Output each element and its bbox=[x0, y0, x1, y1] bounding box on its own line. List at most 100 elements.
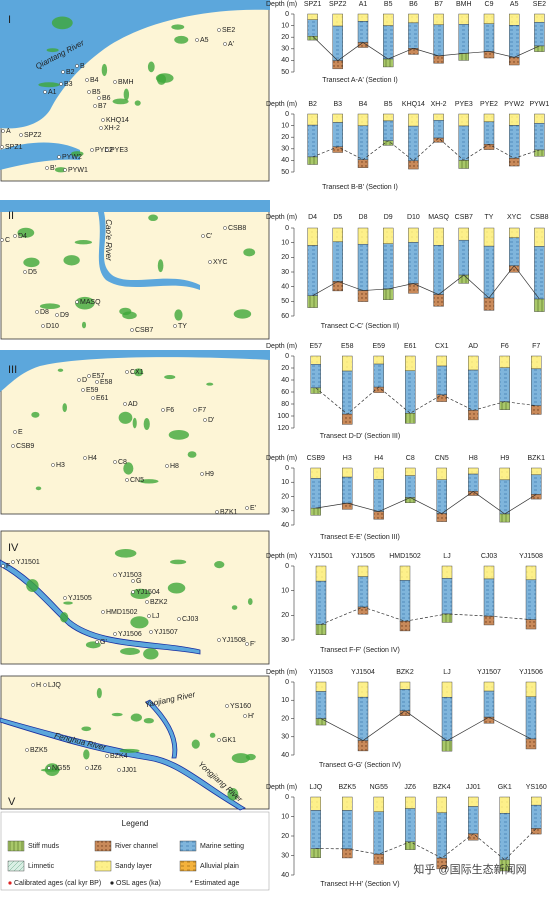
base-layer bbox=[441, 740, 453, 752]
column-name: BZK4 bbox=[433, 784, 451, 791]
vegetation bbox=[51, 16, 73, 30]
site-marker bbox=[125, 370, 129, 374]
site-label: YS160 bbox=[230, 703, 251, 710]
sandy-layer bbox=[436, 796, 447, 814]
site-marker bbox=[81, 388, 85, 392]
vegetation bbox=[139, 479, 159, 484]
site-marker bbox=[57, 155, 61, 159]
tick-label: 0 bbox=[285, 465, 289, 472]
vegetation bbox=[39, 303, 61, 310]
column-name: H8 bbox=[469, 455, 478, 462]
marine-layer bbox=[399, 580, 411, 622]
site-marker bbox=[85, 78, 89, 82]
site-marker bbox=[0, 145, 4, 149]
site-marker bbox=[101, 610, 105, 614]
site-marker bbox=[117, 768, 121, 772]
column-name: B4 bbox=[359, 101, 368, 108]
section-number: III bbox=[8, 364, 17, 376]
depth-label: Depth (m) bbox=[266, 669, 297, 676]
site-label: PYW1 bbox=[68, 167, 88, 174]
sandy-layer bbox=[310, 467, 321, 479]
site-label: CX1 bbox=[130, 369, 144, 376]
vegetation bbox=[123, 88, 130, 101]
sandy-layer bbox=[531, 467, 542, 476]
site-label: B4 bbox=[90, 77, 99, 84]
vegetation bbox=[130, 588, 151, 599]
tick-label: 60 bbox=[281, 313, 289, 320]
column-name: YJ1501 bbox=[309, 553, 333, 560]
base-layer bbox=[531, 828, 542, 835]
column-name: CSB8 bbox=[530, 214, 548, 221]
site-label: BZK2 bbox=[150, 599, 168, 606]
legend-label: Alluvial plain bbox=[200, 863, 239, 870]
site-marker bbox=[91, 396, 95, 400]
vegetation bbox=[167, 582, 186, 594]
sandy-layer bbox=[399, 565, 411, 581]
site-marker bbox=[59, 82, 63, 86]
marine-layer bbox=[357, 21, 369, 43]
site-label: YJ1501 bbox=[16, 559, 40, 566]
base-layer bbox=[483, 716, 495, 724]
sandy-layer bbox=[399, 681, 411, 690]
base-layer bbox=[399, 620, 411, 632]
tick-label: 10 bbox=[281, 697, 289, 704]
tick-label: 0 bbox=[285, 225, 289, 232]
base-layer bbox=[342, 413, 353, 425]
tick-label: 0 bbox=[285, 111, 289, 118]
site-marker bbox=[77, 378, 81, 382]
site-marker bbox=[87, 90, 91, 94]
water bbox=[0, 699, 246, 811]
legend-label: Stiff muds bbox=[28, 843, 59, 850]
base-layer bbox=[357, 159, 369, 168]
sandy-layer bbox=[468, 467, 479, 475]
tick-label: 20 bbox=[281, 134, 289, 141]
marine-layer bbox=[342, 370, 353, 415]
marine-layer bbox=[483, 23, 495, 52]
note-marker bbox=[110, 881, 114, 885]
tick-label: 20 bbox=[281, 254, 289, 261]
sandy-layer bbox=[436, 467, 447, 480]
base-layer bbox=[458, 274, 469, 284]
tick-label: 40 bbox=[281, 522, 289, 529]
marine-layer bbox=[436, 812, 447, 859]
vegetation bbox=[63, 601, 73, 605]
tick-label: 30 bbox=[281, 146, 289, 153]
sandy-layer bbox=[534, 113, 545, 124]
column-name: HMD1502 bbox=[389, 553, 421, 560]
marine-layer bbox=[373, 479, 384, 512]
site-marker bbox=[25, 748, 29, 752]
depth-label: Depth (m) bbox=[266, 784, 297, 791]
vegetation bbox=[155, 73, 174, 83]
marine-layer bbox=[373, 363, 384, 388]
sandy-layer bbox=[534, 13, 545, 23]
column-name: PYW1 bbox=[529, 101, 549, 108]
vegetation bbox=[143, 648, 159, 660]
sandy-layer bbox=[468, 355, 479, 371]
marine-layer bbox=[534, 246, 545, 300]
site-label: TY bbox=[178, 323, 187, 330]
column-name: LJQ bbox=[309, 784, 322, 791]
column-name: B3 bbox=[334, 101, 343, 108]
marine-layer bbox=[499, 367, 510, 402]
tick-label: 30 bbox=[281, 852, 289, 859]
site-marker bbox=[35, 310, 39, 314]
vegetation bbox=[74, 240, 93, 245]
sandy-layer bbox=[499, 467, 510, 481]
site-marker bbox=[113, 573, 117, 577]
transect-title: Transect G-G' (Section IV) bbox=[319, 762, 401, 769]
depth-label: Depth (m) bbox=[266, 1, 297, 8]
column-name: D4 bbox=[308, 214, 317, 221]
site-label: XYC bbox=[213, 259, 227, 266]
site-marker bbox=[75, 64, 79, 68]
sandy-layer bbox=[525, 565, 537, 581]
site-label: A bbox=[6, 128, 11, 135]
base-layer bbox=[509, 158, 520, 167]
base-layer bbox=[458, 53, 469, 61]
site-label: CSB9 bbox=[16, 443, 34, 450]
column-name: E61 bbox=[404, 343, 417, 350]
base-layer bbox=[357, 740, 369, 752]
tick-label: 40 bbox=[281, 157, 289, 164]
tick-label: 0 bbox=[285, 11, 289, 18]
sandy-layer bbox=[357, 13, 369, 22]
